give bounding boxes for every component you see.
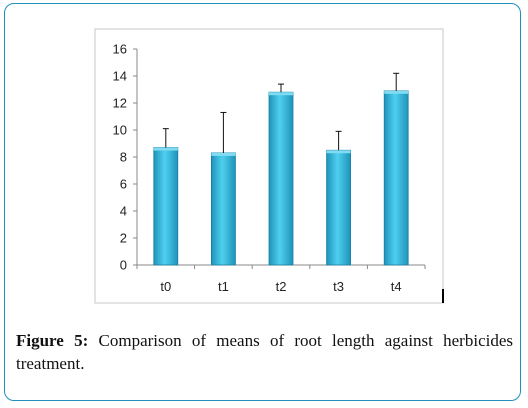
y-tick-label: 14 [113,69,127,84]
bar-cap-t0 [153,147,178,151]
bar-t1 [210,152,236,266]
y-tick-label: 0 [120,258,127,273]
figure-label: Figure 5: [16,331,89,350]
y-tick-label: 16 [113,42,127,57]
bar-cap-t1 [211,152,236,156]
bar-cap-t3 [326,150,351,154]
x-tick-label: t4 [391,279,402,294]
y-tick-label: 4 [120,204,127,219]
bar-t4 [383,90,409,266]
x-tick-label: t3 [333,279,344,294]
figure-caption-text: Comparison of means of root length again… [16,331,513,373]
figure-caption: Figure 5: Comparison of means of root le… [16,329,513,375]
bar-t3 [326,149,352,266]
x-tick-label: t2 [276,279,287,294]
x-tick-label: t0 [160,279,171,294]
y-tick-label: 8 [120,150,127,165]
y-tick-label: 2 [120,231,127,246]
bar-t2 [268,91,294,266]
bar-cap-t2 [269,92,293,96]
y-tick-label: 6 [120,177,127,192]
y-tick-label: 12 [113,96,127,111]
bar-t0 [153,147,179,266]
bar-cap-t4 [384,90,409,94]
x-tick-label: t1 [218,279,229,294]
y-tick-label: 10 [113,123,127,138]
